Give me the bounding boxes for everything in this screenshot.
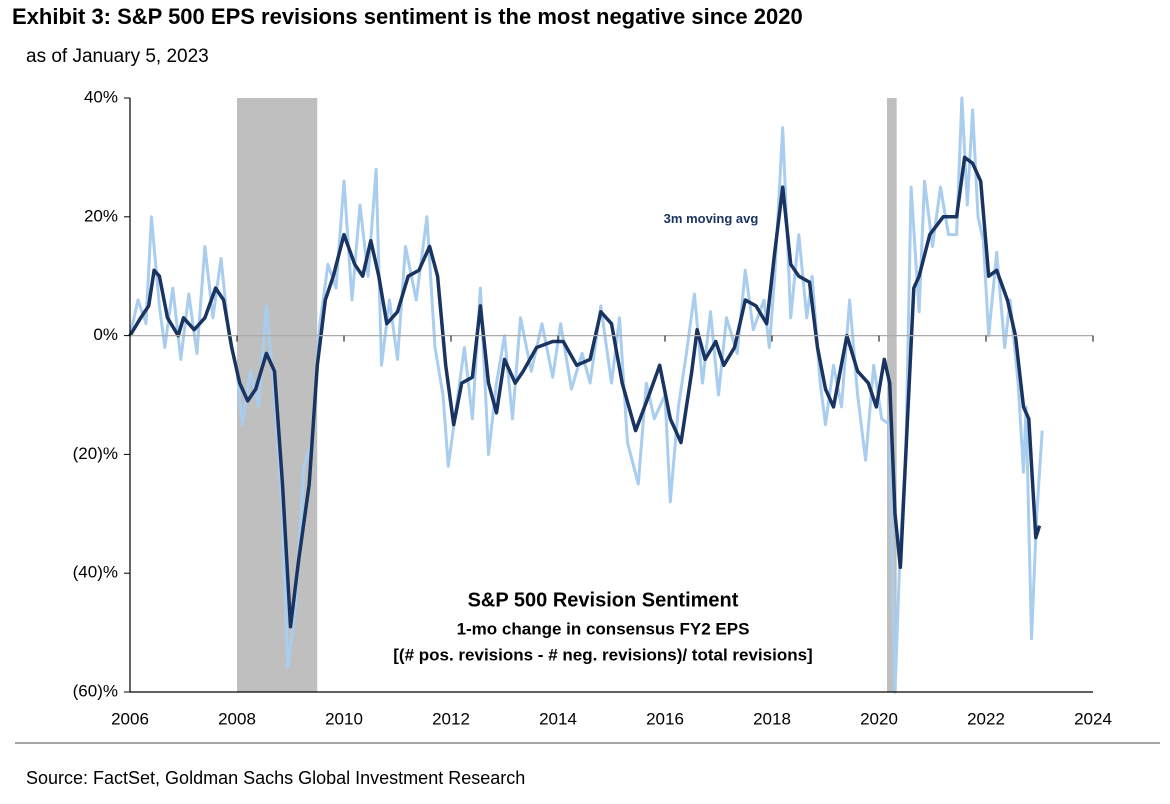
moving-average-line (128, 155, 1042, 629)
x-tick-label: 2020 (860, 709, 898, 728)
y-tick-label: (20)% (73, 444, 118, 463)
y-tick-label: 20% (84, 206, 118, 225)
x-tick-label: 2014 (539, 709, 577, 728)
x-tick-label: 2010 (325, 709, 363, 728)
annotation: 1-mo change in consensus FY2 EPS (457, 619, 750, 638)
y-tick-label: 40% (84, 87, 118, 106)
annotation: S&P 500 Revision Sentiment (468, 589, 739, 611)
x-tick-label: 2016 (646, 709, 684, 728)
line-layer (128, 96, 1044, 694)
x-tick-label: 2006 (111, 709, 149, 728)
x-tick-label: 2008 (218, 709, 256, 728)
annotation: [(# pos. revisions - # neg. revisions)/ … (393, 645, 812, 664)
x-tick-label: 2018 (753, 709, 791, 728)
chart-title: Exhibit 3: S&P 500 EPS revisions sentime… (12, 4, 803, 29)
source: Source: FactSet, Goldman Sachs Global In… (26, 768, 525, 788)
x-tick-label: 2024 (1074, 709, 1112, 728)
y-tick-label: (40)% (73, 563, 118, 582)
y-tick-label: (60)% (73, 681, 118, 700)
series-label: 3m moving avg (663, 211, 759, 226)
chart-subtitle: as of January 5, 2023 (26, 46, 209, 67)
axes-layer: (60)% (40)% (20)% 0% 20% 40% 2006 2008 2010 2012 2… (73, 87, 1112, 728)
y-tick-label: 0% (93, 325, 118, 344)
x-tick-label: 2022 (967, 709, 1005, 728)
x-tick-label: 2012 (432, 709, 470, 728)
